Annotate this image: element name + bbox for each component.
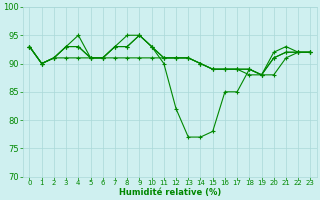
X-axis label: Humidité relative (%): Humidité relative (%)	[119, 188, 221, 197]
